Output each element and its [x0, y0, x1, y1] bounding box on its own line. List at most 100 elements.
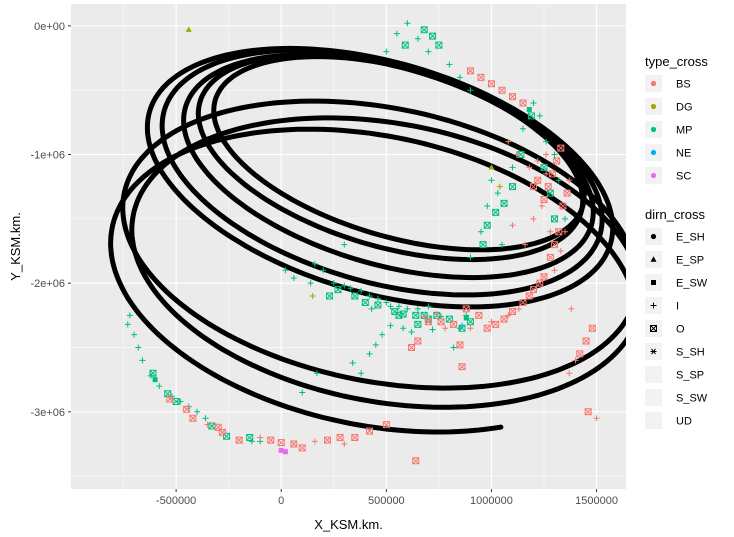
data-point — [347, 285, 354, 292]
data-point — [442, 325, 449, 332]
legend-label: S_SH — [676, 347, 705, 359]
x-axis-title: X_KSM.km. — [314, 517, 383, 532]
data-point — [311, 438, 318, 445]
data-point — [508, 183, 516, 191]
data-point — [540, 163, 548, 171]
data-point — [559, 202, 567, 210]
data-point — [189, 414, 197, 422]
data-point — [467, 254, 474, 261]
data-point — [551, 151, 558, 158]
crossing-points — [124, 20, 600, 465]
data-point — [341, 440, 348, 447]
data-point — [204, 421, 211, 428]
data-point — [326, 292, 334, 300]
data-point — [166, 395, 174, 403]
data-point — [563, 189, 571, 197]
data-point — [584, 408, 592, 416]
legend-label: I — [676, 301, 679, 313]
data-point — [477, 228, 484, 235]
legend-label: NE — [676, 148, 691, 160]
data-point — [551, 215, 559, 223]
data-point — [566, 177, 573, 184]
data-point — [450, 320, 458, 328]
data-point — [562, 215, 569, 222]
data-point — [282, 267, 289, 274]
data-point — [366, 427, 374, 435]
data-point — [152, 377, 158, 383]
data-point — [467, 325, 474, 332]
data-point — [387, 322, 394, 329]
data-point — [540, 196, 548, 204]
data-point — [519, 298, 527, 306]
data-point — [576, 350, 584, 358]
data-point — [534, 157, 541, 164]
orbit-track — [159, 47, 605, 298]
data-point — [582, 337, 590, 345]
data-point — [235, 436, 243, 444]
x-tick-label: 1500000 — [575, 495, 618, 507]
data-point — [479, 241, 487, 249]
data-point — [277, 439, 285, 447]
data-point — [382, 421, 390, 429]
data-point — [379, 331, 386, 338]
data-point — [429, 326, 436, 333]
data-point — [358, 287, 365, 294]
data-point — [433, 311, 440, 318]
y-tick-label: -1e+06 — [30, 150, 65, 162]
data-point — [395, 311, 403, 319]
data-point — [557, 144, 565, 152]
data-point — [425, 48, 432, 55]
data-point — [278, 447, 284, 453]
data-point — [562, 228, 569, 235]
legend-key — [650, 149, 657, 156]
data-point — [368, 305, 375, 312]
data-point — [526, 106, 532, 112]
data-point — [383, 299, 390, 306]
data-point — [404, 20, 411, 27]
data-point — [509, 164, 516, 171]
orbit-track — [108, 126, 626, 435]
data-point — [475, 311, 483, 319]
data-point — [202, 415, 209, 422]
data-point — [526, 164, 533, 171]
data-point — [456, 341, 464, 349]
data-point — [361, 298, 369, 306]
legend-key-background — [645, 389, 662, 406]
data-point — [334, 286, 342, 294]
data-point — [351, 292, 359, 300]
y-axis: 0e+00 -1e+06 -2e+06 -3e+06 — [30, 21, 71, 419]
data-point — [435, 41, 443, 49]
y-tick-label: -3e+06 — [30, 407, 65, 419]
data-point — [290, 275, 297, 282]
data-point — [387, 303, 394, 310]
data-point — [508, 93, 516, 101]
legend-key — [650, 103, 657, 110]
data-point — [172, 398, 180, 406]
legend-key — [650, 325, 657, 332]
data-point — [588, 324, 596, 332]
data-point — [414, 305, 421, 312]
data-point — [290, 440, 298, 448]
data-point — [298, 444, 306, 452]
data-point — [540, 273, 548, 281]
data-point — [530, 100, 537, 107]
data-point — [425, 303, 432, 310]
data-point — [555, 228, 563, 236]
data-point — [412, 311, 420, 319]
data-point — [372, 341, 379, 348]
data-point — [467, 87, 474, 94]
data-point — [374, 301, 382, 309]
y-tick-label: -2e+06 — [30, 278, 65, 290]
data-point — [522, 241, 529, 248]
data-point — [513, 151, 520, 158]
data-point — [185, 26, 192, 32]
data-point — [414, 320, 422, 328]
data-point — [487, 80, 495, 88]
legend-label: S_SP — [676, 370, 704, 382]
legend-label: E_SP — [676, 255, 704, 267]
legend-key — [650, 348, 657, 355]
data-point — [414, 337, 422, 345]
data-point — [593, 415, 600, 422]
legend-label: E_SW — [676, 278, 708, 290]
